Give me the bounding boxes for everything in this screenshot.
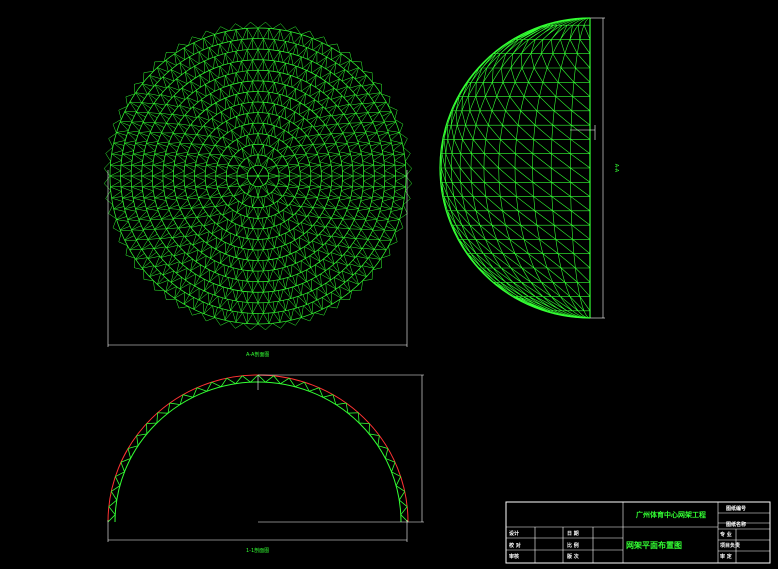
tb-lead: 项目负责 [720,543,741,549]
tb-scale: 比 例 [567,543,579,549]
tb-version: 版 次 [567,554,579,560]
dome-plan-view [103,21,413,331]
elevation-outline [439,17,591,319]
web-members [107,374,409,523]
arch-section-view [107,374,409,523]
title-block-frame [505,501,771,564]
plan-label: A-A剖面图 [246,352,270,358]
elevation-grid-members [439,17,591,319]
drawing-title: 网架平面布置图 [626,541,682,550]
dimension-lines [107,17,605,542]
dome-elevation-view [439,17,591,319]
tb-drawing-name: 图纸名称 [726,522,747,528]
top-chord [107,374,409,523]
tb-discipline: 专 业 [720,532,732,538]
tb-checker: 校 对 [509,543,521,549]
tb-designer: 设计 [509,531,520,537]
tb-reviewer: 审核 [509,554,520,560]
plan-grid-members [103,21,413,331]
section-label: 1-1剖面图 [246,548,270,554]
tb-date: 日 期 [567,531,579,537]
title-block-border [505,501,771,564]
tb-approve: 审 定 [720,554,732,560]
project-name: 广州体育中心网架工程 [636,511,706,519]
bottom-chord [114,381,402,523]
tb-drawing-no: 图纸编号 [726,506,747,512]
side-label: A-A [613,163,620,173]
